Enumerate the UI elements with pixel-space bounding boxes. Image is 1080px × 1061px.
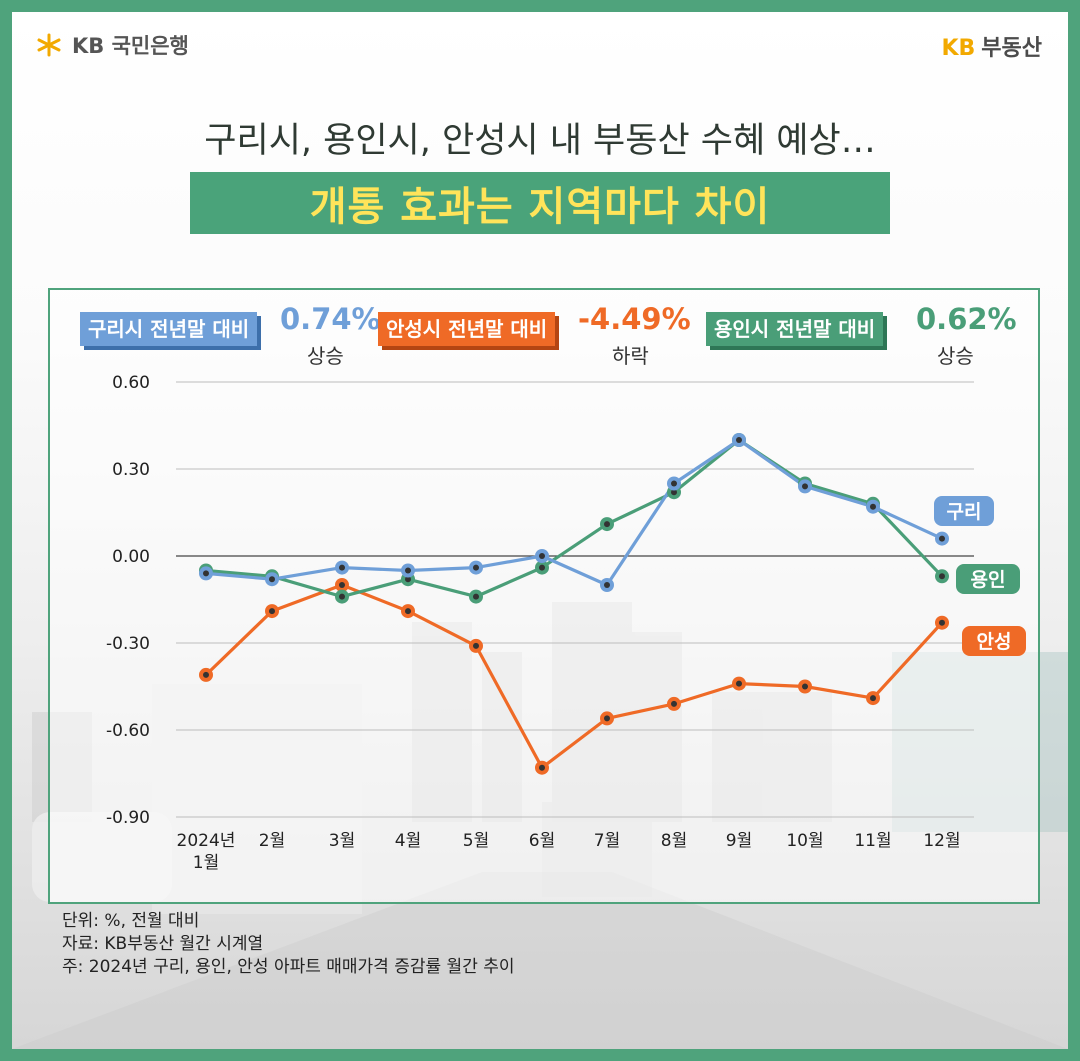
- anseong-summary-badge: 안성시 전년말 대비: [378, 312, 556, 346]
- data-point-center: [203, 671, 209, 678]
- x-tick-label: 7월: [594, 831, 620, 851]
- note-unit: 단위: %, 전월 대비: [62, 911, 200, 931]
- note-comment: 주: 2024년 구리, 용인, 안성 아파트 매매가격 증감률 월간 추이: [62, 957, 515, 977]
- series-line-0: [205, 438, 943, 587]
- data-point-center: [539, 564, 545, 571]
- data-point-center: [405, 576, 411, 583]
- series-end-label: 안성: [977, 631, 1012, 653]
- y-tick-label: 0.30: [112, 460, 150, 480]
- data-point-center: [473, 564, 479, 571]
- yongin-summary-badge: 용인시 전년말 대비: [706, 312, 884, 346]
- kb-star-icon: [37, 33, 61, 57]
- data-point-center: [203, 570, 209, 577]
- data-point-center: [269, 576, 275, 583]
- data-point-center: [736, 437, 742, 443]
- bank-name: KB 국민은행: [72, 34, 189, 58]
- realestate-text: 부동산: [981, 36, 1042, 61]
- series-end-label-box: [956, 564, 1020, 594]
- x-tick-label: 12월: [923, 831, 960, 851]
- data-point-center: [405, 608, 411, 615]
- data-point-center: [473, 642, 479, 649]
- data-point-center: [671, 489, 677, 496]
- data-point-center: [736, 680, 742, 687]
- data-point-center: [473, 593, 479, 600]
- series-end-label-box: [934, 496, 994, 526]
- y-tick-label: 0.00: [112, 547, 150, 567]
- data-point-center: [870, 503, 876, 510]
- subheadline-band: 개통 효과는 지역마다 차이: [190, 172, 890, 234]
- data-point-center: [604, 582, 610, 588]
- kb-mark: KB: [941, 36, 976, 61]
- data-point-center: [539, 553, 545, 559]
- subheadline: 개통 효과는 지역마다 차이: [309, 184, 771, 230]
- data-point-center: [939, 535, 945, 542]
- series-line-1: [205, 438, 944, 599]
- series-line-2: [204, 583, 944, 770]
- y-tick-label: -0.60: [106, 721, 150, 741]
- x-tick-label: 2월: [259, 831, 285, 851]
- line-chart: 0.60 0.30 0.00 -0.30 -0.60 -0.90 2024년 1월 2월 3월 4월…: [106, 373, 1026, 873]
- data-point-center: [671, 480, 677, 487]
- data-point-center: [604, 715, 610, 722]
- guri-summary-badge: 구리시 전년말 대비: [80, 312, 258, 346]
- headline: 구리시, 용인시, 안성시 내 부동산 수혜 예상…: [204, 121, 876, 161]
- data-point-center: [671, 700, 677, 707]
- y-tick-label: 0.60: [112, 373, 150, 393]
- kb-realestate-logo: KB 부동산: [941, 30, 1042, 62]
- note-source: 자료: KB부동산 월간 시계열: [62, 934, 264, 954]
- chart-panel: [48, 288, 1040, 904]
- x-tick-label: 9월: [726, 831, 752, 851]
- data-point-center: [802, 483, 808, 490]
- data-point-center: [539, 764, 545, 771]
- series-end-label-box: [962, 626, 1026, 656]
- data-point-center: [339, 593, 345, 600]
- data-point-center: [269, 608, 275, 615]
- y-tick-label: -0.90: [106, 808, 150, 828]
- y-tick-label: -0.30: [106, 634, 150, 654]
- guri-summary-value: 0.74%: [280, 302, 381, 336]
- data-point-center: [939, 619, 945, 626]
- guri-summary-direction: 상승: [307, 344, 344, 368]
- yongin-summary-value: 0.62%: [916, 302, 1017, 336]
- content-area: KB 국민은행 KB 부동산 구리시, 용인시, 안성시 내 부동산 수혜 예상……: [12, 12, 1068, 1049]
- x-tick-label: 10월: [786, 831, 823, 851]
- data-point-center: [870, 695, 876, 702]
- data-point-center: [405, 567, 411, 574]
- anseong-summary-value: -4.49%: [578, 302, 691, 336]
- data-point-center: [604, 521, 610, 528]
- yongin-summary-direction: 상승: [937, 344, 974, 368]
- x-tick-label: 8월: [661, 831, 687, 851]
- x-tick-label: 3월: [329, 831, 355, 851]
- series-end-label: 용인: [971, 569, 1006, 591]
- x-tick-label: 4월: [395, 831, 421, 851]
- data-point-center: [339, 582, 345, 588]
- chart-notes: 단위: %, 전월 대비 자료: KB부동산 월간 시계열 주: 2024년 구…: [62, 910, 515, 979]
- data-point-center: [939, 573, 945, 580]
- anseong-summary-direction: 하락: [612, 344, 649, 368]
- x-tick-label: 6월: [529, 831, 555, 851]
- kb-bank-logo: KB 국민은행: [34, 30, 189, 60]
- x-tick-label: 2024년 1월: [177, 831, 236, 873]
- data-point-center: [802, 683, 808, 690]
- x-tick-label: 11월: [854, 831, 891, 851]
- data-point-center: [339, 564, 345, 571]
- x-tick-label: 5월: [463, 831, 489, 851]
- series-end-label: 구리: [947, 501, 982, 523]
